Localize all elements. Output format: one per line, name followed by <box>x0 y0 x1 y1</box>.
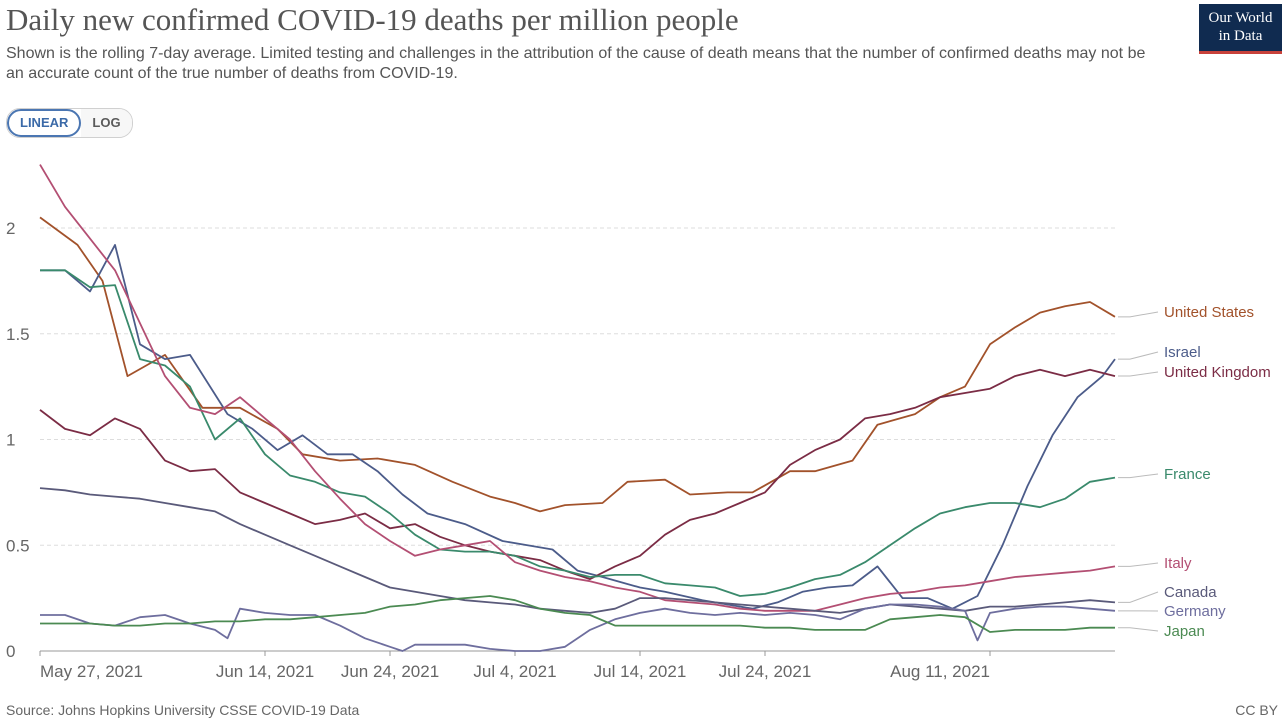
series-line-canada <box>39 487 1116 614</box>
legend-connector <box>1118 627 1159 632</box>
x-tick-label: Aug 11, 2021 <box>890 662 990 681</box>
series-line-germany <box>40 603 1116 652</box>
legend-label: Italy <box>1164 555 1192 572</box>
x-tick-label: May 27, 2021 <box>40 662 143 681</box>
legend-label: Israel <box>1164 344 1201 361</box>
y-tick-label: 0.5 <box>6 536 30 555</box>
series-line-japan <box>40 595 1115 633</box>
x-tick-label: Jun 24, 2021 <box>341 662 439 681</box>
chart-title: Daily new confirmed COVID-19 deaths per … <box>6 2 739 37</box>
legend-label: Canada <box>1164 584 1217 601</box>
y-tick-label: 1 <box>6 431 15 450</box>
legend-connector <box>1118 591 1159 603</box>
legend-connector <box>1118 351 1159 360</box>
scale-toggle[interactable]: LINEAR LOG <box>6 108 133 138</box>
y-tick-label: 2 <box>6 219 15 238</box>
series-line-italy <box>39 164 1116 612</box>
series-line-united-kingdom <box>39 368 1116 580</box>
owid-logo[interactable]: Our World in Data <box>1199 4 1282 54</box>
license-note[interactable]: CC BY <box>1235 702 1278 718</box>
legend-label: Germany <box>1164 603 1226 620</box>
x-tick-label: Jun 14, 2021 <box>216 662 314 681</box>
log-scale-button[interactable]: LOG <box>81 109 132 137</box>
logo-line-1: Our World <box>1208 10 1273 26</box>
y-tick-label: 1.5 <box>6 325 30 344</box>
legend-connector <box>1118 311 1159 318</box>
legend-label: United States <box>1164 304 1254 321</box>
legend-connector <box>1118 473 1159 479</box>
x-tick-label: Jul 24, 2021 <box>719 662 812 681</box>
chart-subtitle: Shown is the rolling 7-day average. Limi… <box>6 45 1146 82</box>
legend-label: France <box>1164 466 1211 483</box>
source-note[interactable]: Source: Johns Hopkins University CSSE CO… <box>6 702 360 718</box>
x-tick-label: Jul 14, 2021 <box>594 662 687 681</box>
linear-scale-button[interactable]: LINEAR <box>7 109 82 137</box>
series-line-france <box>40 269 1116 597</box>
series-line-united-states <box>39 216 1116 513</box>
x-tick-label: Jul 4, 2021 <box>473 662 556 681</box>
series-line-israel <box>40 244 1116 610</box>
legend-connector <box>1118 562 1159 567</box>
legend-label: United Kingdom <box>1164 364 1271 381</box>
legend-connector <box>1118 371 1159 377</box>
logo-line-2: in Data <box>1218 28 1263 44</box>
y-tick-label: 0 <box>6 642 15 661</box>
legend-label: Japan <box>1164 623 1205 640</box>
